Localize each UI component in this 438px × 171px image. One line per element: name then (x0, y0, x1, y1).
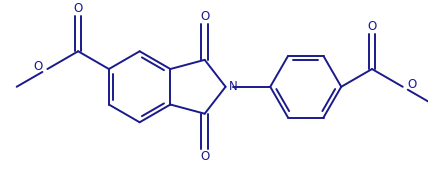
Text: O: O (74, 2, 83, 15)
Text: O: O (407, 78, 417, 91)
Text: O: O (367, 19, 377, 32)
Text: O: O (200, 10, 209, 23)
Text: O: O (34, 60, 43, 73)
Text: N: N (229, 80, 237, 93)
Text: O: O (200, 150, 209, 163)
